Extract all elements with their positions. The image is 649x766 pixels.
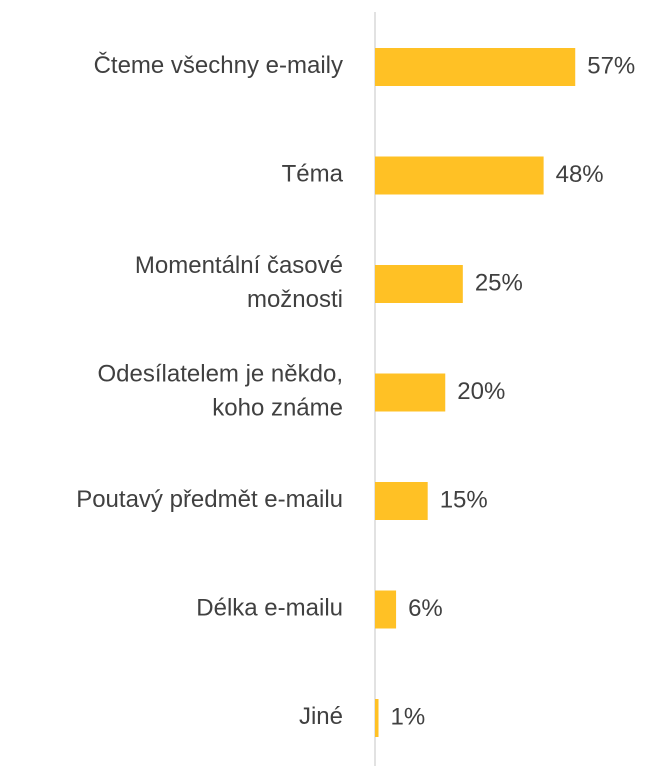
bar xyxy=(375,265,463,303)
value-label: 15% xyxy=(440,486,488,513)
bar xyxy=(375,156,544,195)
category-label: Jiné xyxy=(299,703,343,730)
category-label: Čteme všechny e-maily xyxy=(94,51,343,79)
value-label: 48% xyxy=(556,161,604,188)
category-label: Odesílatelem je někdo, koho známe xyxy=(98,361,343,422)
bar xyxy=(375,482,428,520)
bar xyxy=(375,48,576,86)
bar xyxy=(375,373,446,412)
bar xyxy=(375,590,397,629)
category-label: Téma xyxy=(282,161,344,188)
value-label: 25% xyxy=(475,269,523,296)
category-label: Poutavý předmět e-mailu xyxy=(76,486,343,513)
bar xyxy=(375,699,379,737)
category-label: Momentální časové možnosti xyxy=(135,252,343,313)
category-label: Délka e-mailu xyxy=(196,595,343,622)
value-label: 6% xyxy=(408,595,443,622)
value-label: 1% xyxy=(391,703,426,730)
value-label: 57% xyxy=(587,52,635,79)
value-label: 20% xyxy=(457,378,505,405)
